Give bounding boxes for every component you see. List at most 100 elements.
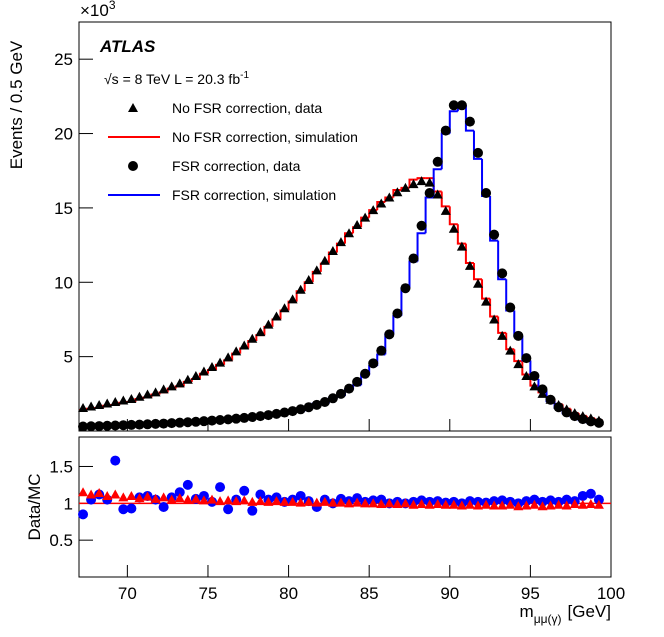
triangle-marker [150,493,161,503]
step-segment [416,232,426,262]
triangle-marker [94,399,105,409]
circle-marker [360,368,371,379]
triangle-marker [368,498,379,508]
triangle-marker [424,499,435,509]
x-tick-label: 85 [360,584,379,603]
triangle-marker [247,496,258,506]
atlas-label: ATLAS [99,37,156,56]
circle-marker [78,421,89,432]
triangle-marker [464,499,475,509]
triangle-marker [94,488,105,497]
triangle-marker [158,384,169,394]
triangle-marker [561,500,572,510]
triangle-marker [231,346,242,356]
circle-marker [545,495,556,506]
step-segment [416,177,426,180]
triangle-marker [110,489,121,499]
circle-marker [497,495,508,506]
circle-marker [577,490,588,501]
triangle-marker [497,500,508,510]
triangle-marker [489,314,500,324]
triangle-marker [142,389,153,399]
energy-label: √s = 8 TeV L = 20.3 fb-1 [104,70,249,87]
circle-marker [319,396,330,407]
step-segment [440,191,450,208]
circle-marker [78,509,89,520]
triangle-marker [432,499,443,509]
triangle-marker [231,496,242,506]
triangle-marker [118,395,129,405]
triangle-marker [142,491,153,501]
circle-marker [585,488,596,499]
triangle-marker [239,495,250,505]
triangle-marker [400,498,411,508]
circle-marker [464,116,475,127]
ratio-y-label: Data/MC [25,473,44,540]
circle-marker [118,504,129,515]
triangle-marker [255,496,266,506]
legend-label: FSR correction, data [172,158,301,174]
circle-marker [295,490,306,501]
circle-marker [207,415,217,426]
triangle-marker [182,494,193,504]
triangle-marker [327,246,338,256]
circle-marker [529,370,540,381]
circle-marker [182,417,193,428]
triangle-marker [384,498,395,508]
circle-marker [561,494,572,505]
circle-marker [432,156,443,167]
circle-marker [150,418,161,429]
triangle-marker [78,402,89,412]
x-label-unit: [GeV] [568,602,611,621]
triangle-marker [352,497,363,507]
y-tick-label: 15 [54,199,73,218]
triangle-marker [311,265,322,275]
triangle-marker [182,374,193,384]
step-segment [440,132,450,170]
circle-marker [416,220,427,231]
step-segment [489,298,499,318]
x-axis-label: mμμ(γ) [GeV] [520,602,611,626]
circle-marker [473,147,483,158]
circle-marker [392,308,403,319]
circle-marker [335,388,346,399]
circle-marker [295,404,306,415]
triangle-marker [513,501,524,511]
legend-marker [128,103,138,112]
triangle-marker [497,330,508,340]
step-segment [497,240,507,281]
circle-marker [481,188,492,199]
triangle-marker [86,489,97,499]
triangle-marker [424,177,435,187]
triangle-marker [279,303,290,313]
circle-marker [239,412,250,423]
triangle-marker [223,495,234,505]
step-segment [489,196,499,242]
triangle-marker [481,296,492,306]
triangle-marker [102,398,113,408]
triangle-marker [537,501,548,511]
circle-marker [174,487,185,498]
circle-marker [110,420,121,431]
triangle-marker [287,294,298,304]
circle-marker [400,283,411,294]
circle-marker [126,419,137,430]
triangle-marker [319,255,330,265]
circle-marker [440,125,451,136]
step-segment [319,262,329,272]
triangle-marker [110,396,121,406]
triangle-marker [126,490,137,500]
triangle-marker [360,498,371,508]
triangle-marker [448,223,459,233]
step-segment [472,130,483,160]
legend-label: FSR correction, simulation [172,187,336,203]
triangle-marker [279,496,290,506]
x-tick-label: 90 [440,584,459,603]
triangle-marker [448,499,459,509]
circle-marker [585,416,596,427]
triangle-marker [593,499,604,509]
circle-marker [537,384,548,395]
triangle-marker [295,497,306,507]
circle-marker [424,188,435,199]
